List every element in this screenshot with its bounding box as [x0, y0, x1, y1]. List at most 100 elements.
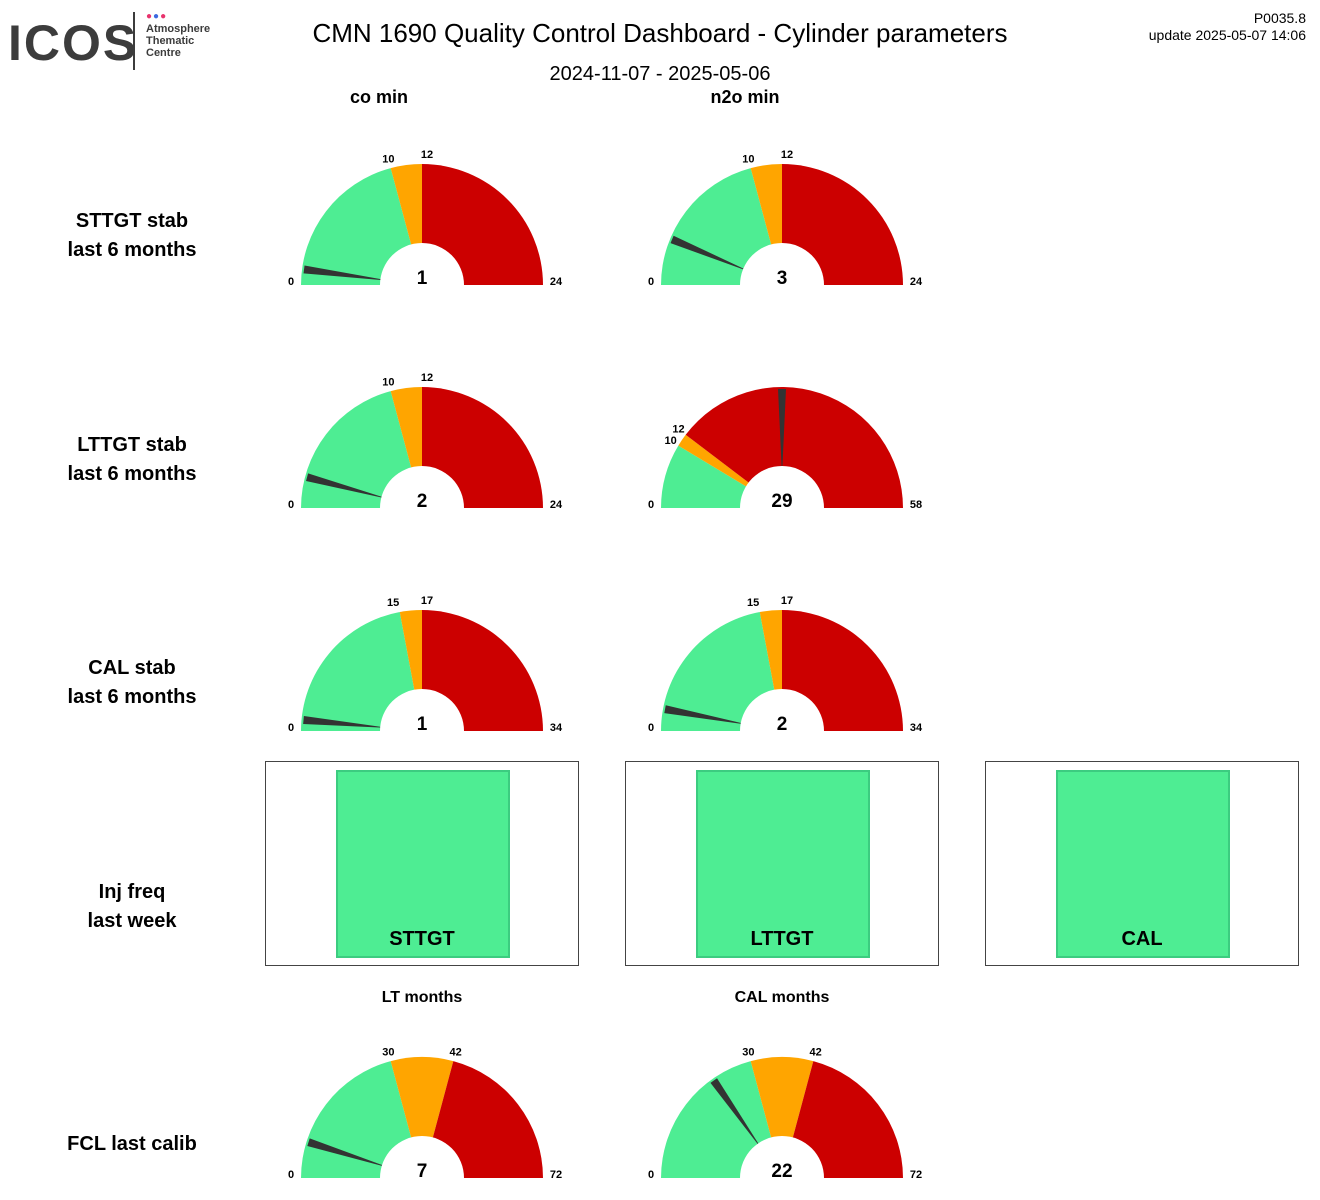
gauge-min-label: 0: [648, 722, 654, 734]
gauge-min-label: 0: [648, 1169, 654, 1181]
gauge-needle: [306, 473, 391, 500]
gauge-threshold-label: 15: [747, 597, 759, 609]
gauge-needle: [710, 1078, 764, 1151]
gauge-hub: [380, 689, 464, 731]
meta-info: P0035.8 update 2025-05-07 14:06: [1149, 10, 1306, 44]
gauge-max-label: 72: [910, 1169, 922, 1181]
gauge-band-bad: [782, 610, 903, 731]
gauge-min-label: 0: [288, 276, 294, 288]
logo-sub-line: Atmosphere: [146, 23, 211, 35]
inj-freq-label: STTGT: [389, 928, 455, 950]
gauge-threshold-label: 42: [450, 1046, 462, 1058]
gauge-band-good: [301, 391, 422, 508]
gauge-threshold-label: 12: [672, 423, 684, 435]
gauge-band-bad: [422, 610, 543, 731]
gauge-subtitle-lt: LT months: [381, 989, 463, 1006]
gauge-needle: [670, 235, 752, 273]
gauge-band-good: [661, 612, 782, 731]
gauge-min-label: 0: [288, 1169, 294, 1181]
column-header-n2o: n2o min: [710, 87, 780, 107]
gauge-band-warning: [390, 164, 422, 285]
gauge-band-good: [661, 1061, 782, 1178]
inj-freq-label: CAL: [1121, 928, 1163, 950]
gauge-hub: [380, 466, 464, 508]
row-label-line: last 6 months: [67, 463, 197, 485]
gauge-max-label: 34: [910, 722, 923, 734]
gauge-min-label: 0: [648, 499, 654, 511]
gauge-band-good: [301, 168, 422, 285]
gauge-value: 3: [777, 268, 788, 289]
logo-sub-line: Centre: [146, 47, 181, 59]
gauge-threshold-label: 12: [781, 149, 793, 161]
gauge-band-warning: [759, 610, 782, 731]
gauge-value: 1: [417, 268, 428, 289]
gauge-needle: [664, 705, 750, 725]
gauge-hub: [380, 1136, 464, 1178]
inj-freq-status-sttgt: [336, 770, 510, 958]
gauge-hub: [380, 243, 464, 285]
gauge-min-label: 0: [288, 499, 294, 511]
gauge-max-label: 72: [550, 1169, 562, 1181]
gauge-value: 1: [417, 714, 428, 735]
column-header-co: co min: [349, 87, 408, 107]
inj-freq-status-cal: [1056, 770, 1230, 958]
gauge-hub: [740, 689, 824, 731]
gauge-band-warning: [390, 387, 422, 508]
gauge-needle: [778, 389, 786, 475]
row-label-line: Inj freq: [98, 881, 166, 903]
gauge-band-warning: [750, 1056, 814, 1178]
inj-freq-label: LTTGT: [750, 928, 814, 950]
gauge-threshold-label: 10: [742, 153, 754, 165]
gauge-value: 29: [771, 491, 792, 512]
row-label-line: LTTGT stab: [77, 434, 187, 456]
row-label-line: FCL last calib: [67, 1133, 197, 1155]
gauge-threshold-label: 10: [382, 153, 394, 165]
gauge-band-warning: [750, 164, 782, 285]
gauge-threshold-label: 17: [781, 595, 793, 607]
gauge-threshold-label: 30: [742, 1046, 754, 1058]
gauge-max-label: 58: [910, 499, 922, 511]
page-title: CMN 1690 Quality Control Dashboard - Cyl…: [312, 18, 1008, 48]
inj-freq-status-lttgt: [696, 770, 870, 958]
inj-freq-panel-cal: CAL: [985, 761, 1299, 966]
row-label-line: STTGT stab: [75, 210, 189, 232]
gauge-needle: [303, 265, 390, 281]
gauge-band-bad: [422, 387, 543, 508]
row-label-injfreq: Inj freq last week: [12, 878, 252, 936]
row-label-line: last 6 months: [67, 239, 197, 261]
gauge-threshold-label: 15: [387, 597, 399, 609]
inj-freq-panel-sttgt: STTGT: [265, 761, 579, 966]
logo-subtitle: Atmosphere Thematic Centre: [146, 23, 210, 59]
gauge-hub: [740, 1136, 824, 1178]
gauge-threshold-label: 12: [421, 372, 433, 384]
gauge-needle: [303, 716, 390, 728]
row-label-fcl: FCL last calib: [12, 1130, 252, 1159]
row-label-lttgt: LTTGT stab last 6 months: [12, 431, 252, 489]
gauge-band-bad: [685, 386, 903, 508]
update-timestamp: update 2025-05-07 14:06: [1148, 27, 1306, 43]
gauge-subtitle-cal: CAL months: [734, 989, 830, 1006]
gauge-value: 2: [777, 714, 788, 735]
gauge-value: 7: [417, 1161, 428, 1182]
gauge-band-bad: [422, 164, 543, 285]
logo-divider: [133, 12, 135, 70]
gauge-max-label: 24: [550, 276, 563, 288]
gauge-min-label: 0: [648, 276, 654, 288]
logo-text: ICOS: [8, 15, 139, 71]
logo-sub-line: Thematic: [146, 35, 195, 47]
gauge-band-warning: [399, 610, 422, 731]
gauge-max-label: 24: [910, 276, 923, 288]
gauge-band-good: [661, 168, 782, 285]
gauge-band-good: [301, 1061, 422, 1178]
row-label-line: CAL stab: [88, 657, 176, 679]
gauge-max-label: 24: [550, 499, 563, 511]
gauge-hub: [740, 466, 824, 508]
